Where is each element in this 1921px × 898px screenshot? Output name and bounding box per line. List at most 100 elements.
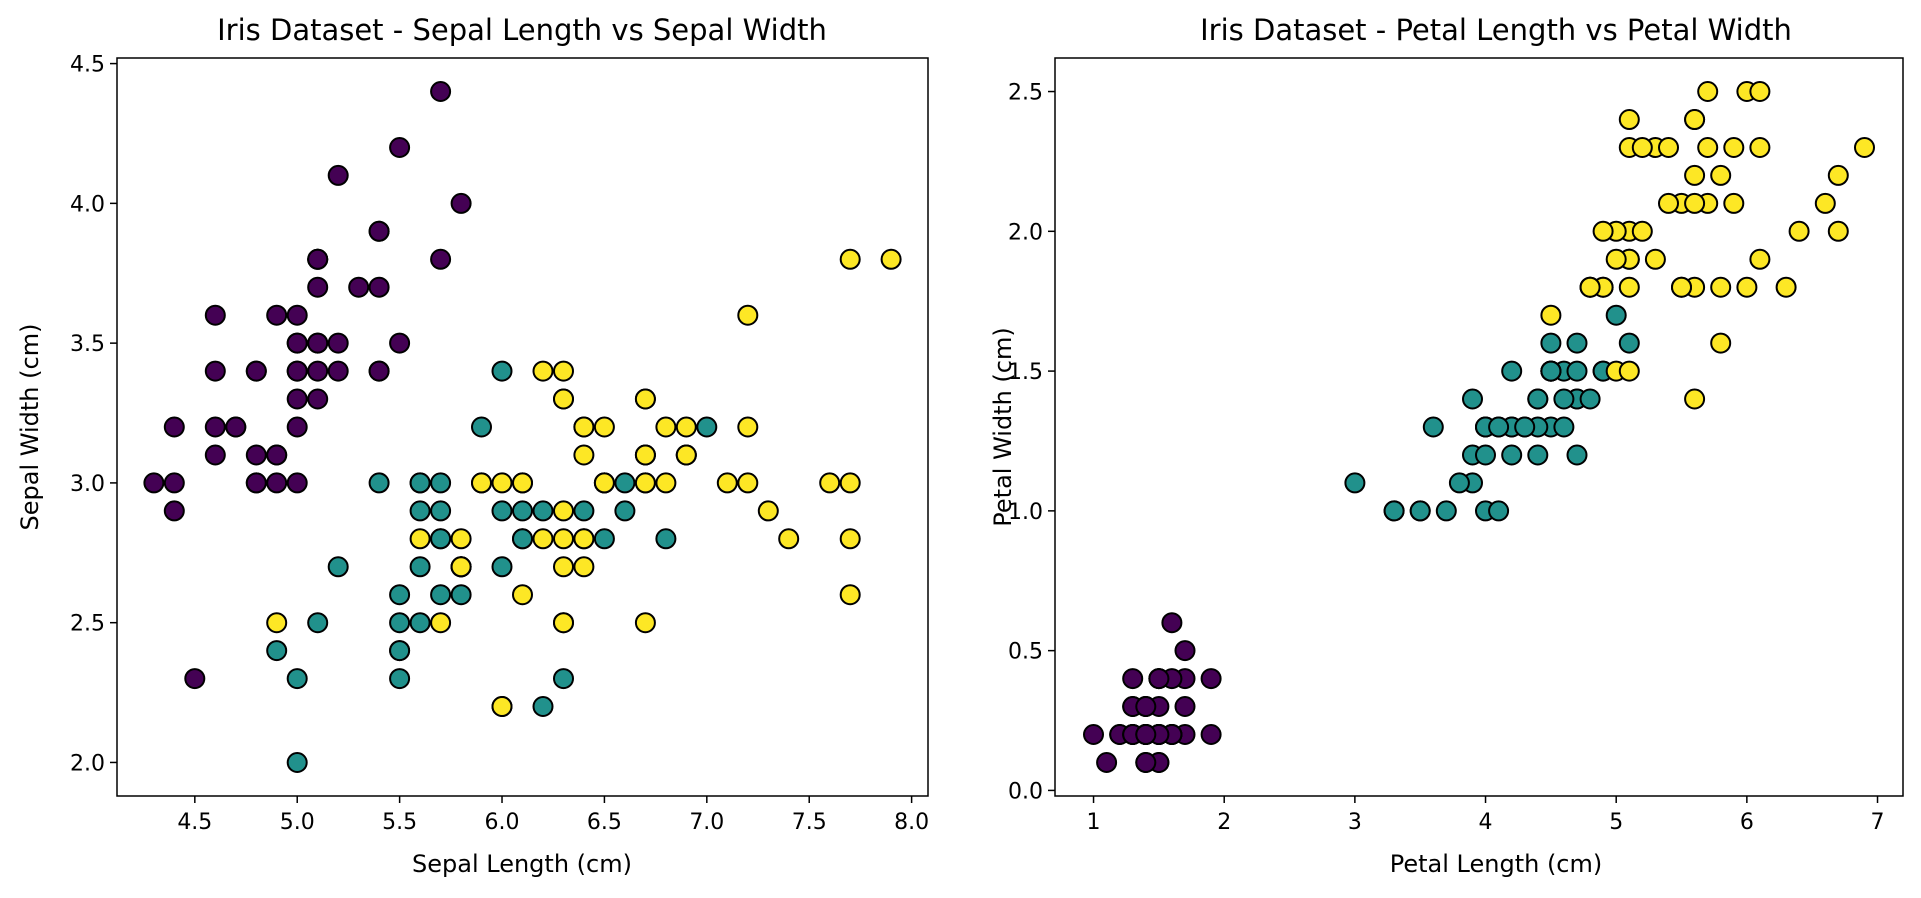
data-point-setosa: [389, 137, 411, 158]
data-point-virginica: [655, 416, 677, 438]
x-tick-label: 7.5: [792, 810, 827, 835]
data-point-virginica: [1710, 276, 1732, 298]
data-point-virginica: [553, 388, 574, 410]
data-point-virginica: [573, 528, 595, 550]
data-point-virginica: [1814, 192, 1836, 214]
data-point-virginica: [1788, 220, 1810, 242]
data-point-setosa: [1096, 752, 1118, 773]
data-point-virginica: [634, 612, 656, 634]
data-point-versicolor: [1383, 500, 1405, 522]
data-point-setosa: [327, 360, 349, 382]
chart-title: Iris Dataset - Sepal Length vs Sepal Wid…: [217, 13, 827, 47]
data-point-setosa: [368, 276, 390, 298]
data-point-versicolor: [553, 668, 574, 690]
data-point-versicolor: [1488, 416, 1510, 438]
x-tick-label: 7: [1871, 810, 1885, 835]
data-point-versicolor: [1605, 304, 1627, 326]
data-point-setosa: [204, 444, 226, 466]
data-point-versicolor: [286, 668, 308, 690]
data-point-versicolor: [389, 584, 411, 606]
data-point-setosa: [286, 472, 308, 494]
subplot-sepal: Iris Dataset - Sepal Length vs Sepal Wid…: [16, 13, 929, 878]
data-point-virginica: [553, 500, 574, 522]
y-axis-label: Sepal Width (cm): [16, 324, 44, 531]
data-point-versicolor: [1488, 500, 1510, 522]
data-point-versicolor: [430, 500, 452, 522]
data-point-virginica: [532, 360, 554, 382]
data-point-versicolor: [614, 472, 636, 494]
data-point-virginica: [819, 472, 841, 494]
data-point-versicolor: [1618, 332, 1640, 354]
data-point-virginica: [1749, 137, 1771, 158]
data-point-setosa: [143, 472, 165, 494]
data-point-versicolor: [389, 612, 411, 634]
data-point-setosa: [204, 360, 226, 382]
data-point-virginica: [1697, 81, 1719, 102]
y-axis-label: Petal Width (cm): [989, 327, 1017, 526]
data-point-setosa: [450, 192, 472, 214]
data-point-virginica: [1618, 360, 1640, 382]
scatter-points: [143, 81, 902, 773]
data-point-setosa: [307, 388, 329, 410]
data-point-versicolor: [266, 640, 288, 662]
y-tick-label: 2.5: [1008, 81, 1043, 106]
data-point-setosa: [368, 220, 390, 242]
data-point-virginica: [655, 472, 677, 494]
x-tick-label: 6.5: [587, 810, 622, 835]
data-point-setosa: [1135, 752, 1157, 773]
plot-frame: [1054, 57, 1904, 797]
plot-frame: [116, 57, 929, 797]
data-point-virginica: [1592, 220, 1614, 242]
y-tick-label: 4.5: [70, 53, 105, 78]
data-point-virginica: [675, 444, 697, 466]
data-point-versicolor: [389, 668, 411, 690]
data-point-virginica: [491, 696, 513, 717]
data-point-versicolor: [491, 556, 513, 578]
data-point-virginica: [1671, 276, 1692, 298]
data-point-virginica: [1631, 137, 1653, 158]
data-point-virginica: [593, 416, 615, 438]
data-point-virginica: [1644, 248, 1666, 270]
data-point-virginica: [573, 556, 595, 578]
data-point-virginica: [1697, 137, 1719, 158]
data-point-virginica: [1618, 276, 1640, 298]
data-point-virginica: [532, 528, 554, 550]
data-point-versicolor: [573, 500, 595, 522]
data-point-virginica: [573, 416, 595, 438]
data-point-versicolor: [1553, 416, 1575, 438]
data-point-virginica: [839, 528, 861, 550]
data-point-virginica: [839, 472, 861, 494]
data-point-versicolor: [1553, 388, 1575, 410]
data-point-setosa: [1161, 612, 1183, 634]
data-point-setosa: [1174, 696, 1196, 717]
data-point-virginica: [1775, 276, 1797, 298]
data-point-versicolor: [1344, 472, 1366, 494]
data-point-versicolor: [1527, 388, 1549, 410]
scatter-points: [1083, 81, 1875, 773]
y-tick-label: 1.5: [1008, 360, 1043, 385]
data-point-virginica: [573, 444, 595, 466]
data-point-versicolor: [512, 500, 533, 522]
data-point-versicolor: [655, 528, 677, 550]
x-tick-label: 3: [1348, 810, 1362, 835]
data-point-virginica: [1710, 332, 1732, 354]
data-point-setosa: [266, 444, 288, 466]
data-point-setosa: [286, 332, 308, 354]
data-point-virginica: [634, 444, 656, 466]
data-point-virginica: [737, 416, 759, 438]
data-point-versicolor: [430, 472, 452, 494]
data-point-setosa: [184, 668, 206, 690]
data-point-setosa: [1200, 668, 1222, 690]
data-point-versicolor: [1448, 472, 1470, 494]
y-tick-label: 4.0: [70, 192, 105, 217]
data-point-virginica: [553, 360, 574, 382]
data-point-virginica: [266, 612, 288, 634]
y-tick-label: 3.0: [70, 472, 105, 497]
data-point-virginica: [1540, 304, 1562, 326]
data-point-virginica: [471, 472, 492, 494]
data-point-setosa: [327, 332, 349, 354]
data-point-versicolor: [1435, 500, 1457, 522]
data-point-versicolor: [450, 584, 472, 606]
data-point-virginica: [634, 388, 656, 410]
